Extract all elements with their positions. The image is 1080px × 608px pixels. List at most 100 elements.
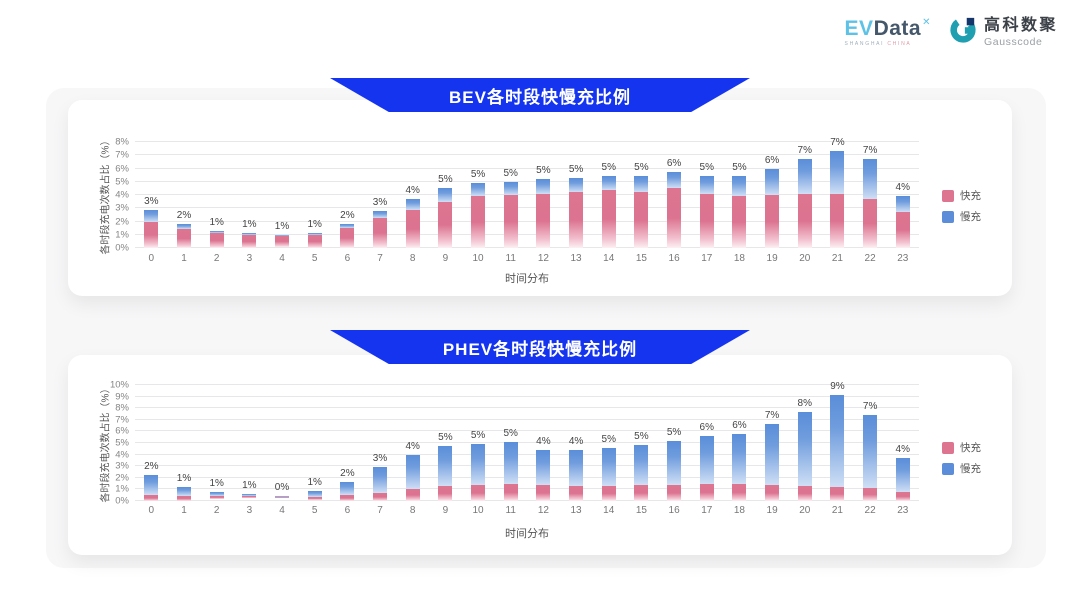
x-axis-tick-label: 6 (344, 505, 351, 516)
stacked-bar (275, 235, 290, 248)
x-axis-tick-label: 16 (668, 505, 680, 516)
bar-value-label: 7% (862, 401, 878, 413)
bar-value-label: 5% (503, 167, 518, 179)
legend-item-slow[interactable]: 慢充 (942, 461, 981, 476)
plot-area: 10% 9% 8% 7% 6% 5% 4% 3% 2% 1% 0% 2% 1% 1% 1% 0% 1% 2% 3% 4… (110, 380, 919, 507)
bar-segment-slow-charge (732, 433, 747, 484)
bar-segment-slow-charge (797, 159, 812, 194)
bar-segment-slow-charge (307, 232, 322, 235)
gridline (135, 453, 919, 455)
gridline (135, 220, 919, 222)
x-axis-tick-label: 13 (570, 505, 582, 516)
bar-column: 3% (364, 385, 397, 501)
bar-column: 5% (690, 142, 723, 248)
evdata-logo-text: EVData✕ (845, 17, 931, 40)
bar-value-label: 6% (699, 422, 714, 434)
bar-segment-slow-charge (667, 172, 682, 189)
x-axis-tick-label: 3 (246, 253, 253, 264)
bar-column: 5% (527, 142, 560, 248)
bar-value-label: 1% (242, 219, 257, 231)
phev-chart-title-banner: PHEV各时段快慢充比例 (330, 330, 750, 364)
bar-segment-slow-charge (863, 415, 878, 489)
bar-column: 5% (625, 142, 658, 248)
x-axis-tick-label: 3 (246, 505, 253, 516)
x-axis-tick-label: 0 (148, 505, 155, 516)
bar-value-label: 5% (634, 431, 649, 443)
gausscode-cn: 高科数聚 (983, 17, 1058, 35)
bar-column: 4% (886, 142, 919, 248)
bar-column: 5% (462, 142, 495, 248)
stacked-bar (438, 446, 453, 501)
bar-column: 4% (396, 142, 429, 248)
x-axis-tick-label: 14 (603, 253, 615, 264)
bar-segment-slow-charge (895, 196, 910, 213)
stacked-bar (601, 447, 616, 501)
y-axis-tick-label: 0% (115, 242, 129, 254)
bar-segment-slow-charge (275, 495, 290, 498)
bar-segment-slow-charge (569, 449, 584, 486)
stacked-bar (438, 188, 453, 248)
y-axis-tick-label: 7% (115, 149, 129, 161)
stacked-bar (209, 491, 224, 501)
legend-item-fast[interactable]: 快充 (942, 188, 981, 203)
stacked-bar (177, 487, 191, 501)
bar-value-label: 5% (470, 169, 486, 181)
bar-segment-slow-charge (732, 176, 747, 196)
x-axis-tick-label: 15 (635, 505, 647, 516)
legend: 快充 慢充 (942, 440, 981, 476)
bar-column: 1% (200, 385, 233, 501)
bar-column: 4% (396, 385, 429, 501)
x-axis-tick-label: 2 (213, 505, 220, 516)
gridline (135, 476, 919, 478)
bars-area: 3% 2% 1% 1% 1% 1% 2% 3% 4% 5% 5% 5% 5% 5% 5% 5% 6% 5% 5% 6%… (135, 137, 919, 248)
y-axis-tick-label: 2% (115, 472, 129, 484)
x-axis-tick-label: 6 (344, 253, 351, 264)
bar-segment-slow-charge (307, 491, 322, 497)
bar-segment-fast-charge (471, 196, 486, 248)
y-axis-tick-label: 5% (115, 437, 129, 449)
stacked-bar (732, 176, 747, 248)
bar-segment-fast-charge (830, 193, 845, 248)
x-axis-tick-label: 23 (897, 253, 909, 264)
legend-item-fast[interactable]: 快充 (942, 440, 981, 455)
bar-column: 7% (821, 137, 854, 248)
evdata-logo-subtext: SHANGHAI CHINA (845, 41, 931, 47)
x-axis-tick-label: 4 (279, 505, 285, 516)
bar-segment-fast-charge (765, 484, 780, 501)
stacked-bar (765, 424, 780, 501)
bar-column: 1% (200, 142, 233, 248)
bar-segment-fast-charge (307, 234, 322, 248)
bar-column: 7% (854, 385, 887, 501)
stacked-bar (536, 179, 551, 248)
gridline (135, 207, 919, 209)
bar-segment-slow-charge (177, 487, 191, 497)
x-axis-tick-label: 7 (377, 253, 383, 264)
bar-value-label: 8% (797, 397, 812, 409)
x-axis-tick-label: 10 (472, 505, 484, 516)
x-axis-tick-label: 18 (733, 505, 745, 516)
bar-column: 4% (886, 385, 919, 501)
bar-value-label: 4% (895, 182, 911, 194)
bar-value-label: 1% (242, 480, 257, 492)
bar-column: 6% (723, 385, 756, 501)
x-axis-tick-label: 18 (733, 253, 745, 264)
gridline (135, 247, 919, 248)
evdata-logo-x-icon: ✕ (922, 17, 931, 28)
stacked-bar (503, 441, 518, 501)
legend-item-slow[interactable]: 慢充 (942, 209, 981, 224)
bar-segment-slow-charge (242, 494, 257, 497)
x-axis-tick-label: 0 (148, 253, 155, 264)
x-axis-tick-label: 9 (442, 253, 449, 264)
bar-value-label: 5% (438, 432, 453, 444)
stacked-bar (471, 444, 486, 501)
y-axis-tick-label: 1% (115, 483, 129, 495)
gridline (135, 465, 919, 467)
legend-swatch-fast-icon (942, 441, 954, 454)
bar-value-label: 1% (209, 216, 224, 228)
bar-value-label: 4% (536, 435, 551, 447)
bar-segment-slow-charge (830, 151, 845, 194)
gridline (135, 141, 919, 142)
bar-value-label: 5% (601, 162, 616, 174)
bar-segment-fast-charge (667, 188, 682, 248)
legend-label-slow: 慢充 (960, 463, 981, 475)
